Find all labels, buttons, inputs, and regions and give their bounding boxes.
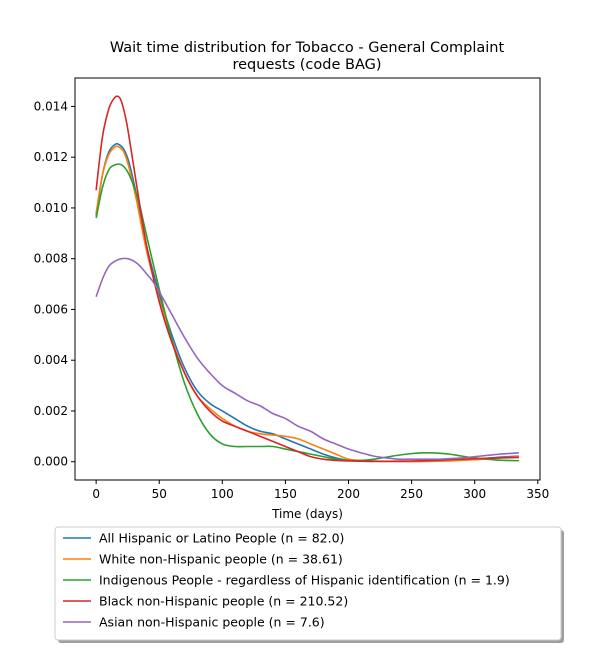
legend-entry: Asian non-Hispanic people (n = 7.6) bbox=[99, 615, 325, 630]
series-group bbox=[95, 95, 519, 463]
series-line-4 bbox=[95, 95, 519, 463]
series-line-5 bbox=[95, 257, 519, 461]
x-tick-label: 100 bbox=[211, 487, 234, 501]
y-tick-label: 0.006 bbox=[34, 302, 68, 316]
y-tick-label: 0.002 bbox=[34, 404, 68, 418]
x-tick-label: 200 bbox=[337, 487, 360, 501]
y-tick-label: 0.000 bbox=[34, 455, 68, 469]
y-tick-label: 0.010 bbox=[34, 201, 68, 215]
chart-title-line: Wait time distribution for Tobacco - Gen… bbox=[110, 40, 505, 56]
y-tick-label: 0.014 bbox=[34, 99, 68, 113]
x-tick-label: 0 bbox=[92, 487, 100, 501]
x-tick-label: 300 bbox=[463, 487, 486, 501]
legend-entry: All Hispanic or Latino People (n = 82.0) bbox=[99, 531, 344, 546]
x-axis: 0 50 100 150 200 250 300 350 bbox=[92, 480, 549, 501]
legend: All Hispanic or Latino People (n = 82.0)… bbox=[54, 526, 564, 643]
chart-title: Wait time distribution for Tobacco - Gen… bbox=[110, 40, 505, 73]
x-tick-label: 150 bbox=[274, 487, 297, 501]
legend-box bbox=[54, 526, 562, 641]
chart-title-line: requests (code BAG) bbox=[232, 57, 381, 73]
legend-entry: Indigenous People - regardless of Hispan… bbox=[99, 573, 510, 588]
y-tick-label: 0.012 bbox=[34, 150, 68, 164]
x-tick-label: 250 bbox=[400, 487, 423, 501]
y-tick-label: 0.004 bbox=[34, 353, 68, 367]
series-line-3 bbox=[95, 163, 519, 462]
x-axis-label: Time (days) bbox=[271, 507, 343, 521]
legend-entry: Black non-Hispanic people (n = 210.52) bbox=[99, 594, 348, 609]
x-tick-label: 350 bbox=[526, 487, 549, 501]
y-tick-label: 0.008 bbox=[34, 252, 68, 266]
y-axis: 0.000 0.002 0.004 0.006 0.008 0.010 0.012 0.014 bbox=[34, 99, 75, 469]
x-tick-label: 50 bbox=[152, 487, 167, 501]
legend-entry: White non-Hispanic people (n = 38.61) bbox=[99, 552, 343, 567]
plot-frame bbox=[74, 77, 541, 481]
